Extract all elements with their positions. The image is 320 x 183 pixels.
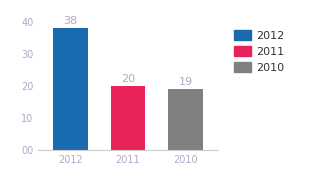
Text: 20: 20 — [121, 74, 135, 84]
Bar — [111, 86, 145, 150]
Text: 19: 19 — [179, 77, 193, 87]
Legend: 2012, 2011, 2010: 2012, 2011, 2010 — [232, 27, 287, 75]
Text: 38: 38 — [63, 16, 77, 27]
Bar — [168, 89, 203, 150]
Bar — [53, 28, 88, 150]
